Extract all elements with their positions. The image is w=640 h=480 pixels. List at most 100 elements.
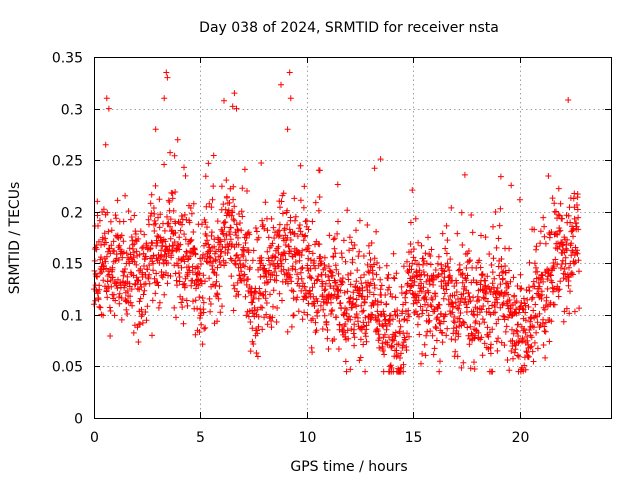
data-point bbox=[518, 299, 525, 306]
data-point bbox=[398, 290, 405, 296]
data-point bbox=[427, 253, 434, 259]
data-point bbox=[200, 251, 207, 258]
data-point bbox=[342, 258, 349, 265]
data-point bbox=[418, 242, 425, 249]
data-point bbox=[130, 254, 137, 261]
data-point bbox=[137, 321, 143, 328]
data-point bbox=[334, 230, 341, 237]
data-point bbox=[568, 240, 575, 247]
data-point bbox=[198, 261, 204, 267]
data-point bbox=[299, 247, 306, 254]
data-point bbox=[523, 349, 530, 356]
data-point bbox=[574, 202, 580, 208]
data-point bbox=[256, 285, 263, 292]
data-point bbox=[249, 257, 256, 264]
data-point bbox=[515, 321, 522, 328]
data-point bbox=[360, 319, 367, 326]
data-point bbox=[156, 196, 163, 203]
data-point bbox=[330, 236, 337, 243]
data-point bbox=[241, 166, 248, 173]
data-point bbox=[466, 341, 473, 348]
data-point bbox=[307, 257, 314, 263]
data-point bbox=[403, 289, 410, 295]
data-point bbox=[259, 217, 266, 224]
data-point bbox=[354, 267, 361, 274]
data-point bbox=[217, 261, 224, 268]
data-point bbox=[328, 299, 334, 306]
data-point bbox=[572, 259, 579, 266]
data-point bbox=[340, 237, 347, 244]
data-point bbox=[365, 242, 372, 249]
data-point bbox=[159, 274, 166, 281]
data-point bbox=[116, 300, 123, 307]
data-point bbox=[336, 322, 343, 328]
data-point bbox=[542, 354, 549, 361]
data-point bbox=[102, 141, 109, 148]
data-point bbox=[290, 312, 297, 319]
data-point bbox=[210, 269, 217, 276]
y-tick-label: 0.1 bbox=[61, 309, 83, 325]
data-point bbox=[430, 281, 437, 288]
data-point bbox=[470, 308, 477, 315]
data-point bbox=[435, 253, 442, 260]
data-point bbox=[548, 318, 555, 325]
data-point bbox=[218, 248, 225, 255]
data-point bbox=[400, 263, 407, 270]
data-point bbox=[263, 279, 270, 286]
data-point bbox=[489, 280, 496, 287]
data-point bbox=[102, 258, 109, 265]
data-point bbox=[235, 241, 242, 248]
data-point bbox=[298, 275, 305, 282]
data-point bbox=[410, 300, 417, 307]
data-point bbox=[565, 282, 572, 289]
data-point bbox=[139, 311, 146, 318]
data-point bbox=[322, 280, 329, 287]
data-point bbox=[481, 319, 488, 326]
data-point bbox=[353, 303, 360, 310]
data-point bbox=[400, 368, 407, 375]
data-point bbox=[290, 288, 297, 295]
data-point bbox=[517, 286, 524, 292]
data-point bbox=[247, 319, 254, 325]
data-point bbox=[345, 335, 352, 342]
data-point bbox=[213, 272, 220, 278]
data-point bbox=[524, 296, 531, 303]
data-point bbox=[260, 221, 266, 228]
x-tick-label: 5 bbox=[196, 430, 205, 446]
data-point bbox=[162, 238, 169, 245]
data-point bbox=[398, 350, 404, 357]
data-point bbox=[215, 295, 222, 302]
data-point bbox=[201, 325, 208, 332]
data-point bbox=[531, 283, 538, 290]
data-point bbox=[222, 219, 229, 226]
data-point bbox=[357, 354, 364, 361]
y-tick-label: 0.15 bbox=[52, 257, 83, 273]
data-point bbox=[142, 253, 149, 260]
data-point bbox=[155, 282, 162, 289]
data-point bbox=[530, 358, 537, 365]
data-point bbox=[295, 308, 302, 315]
data-point bbox=[559, 257, 566, 264]
data-point bbox=[198, 280, 205, 287]
data-point bbox=[100, 277, 107, 284]
data-point bbox=[461, 321, 468, 327]
data-point bbox=[421, 271, 428, 278]
data-point bbox=[193, 285, 199, 292]
data-point bbox=[98, 242, 104, 248]
data-point bbox=[230, 196, 237, 203]
data-point bbox=[533, 264, 539, 271]
data-point bbox=[576, 305, 583, 312]
data-point bbox=[151, 217, 158, 224]
data-point bbox=[257, 273, 264, 280]
data-point bbox=[199, 295, 206, 301]
data-point bbox=[441, 268, 448, 275]
data-point bbox=[494, 299, 501, 306]
data-point bbox=[487, 350, 494, 357]
data-point bbox=[133, 261, 140, 268]
data-point bbox=[227, 236, 234, 243]
data-point bbox=[167, 149, 174, 156]
data-point bbox=[241, 277, 248, 284]
data-point bbox=[575, 214, 582, 221]
data-point bbox=[144, 266, 151, 273]
